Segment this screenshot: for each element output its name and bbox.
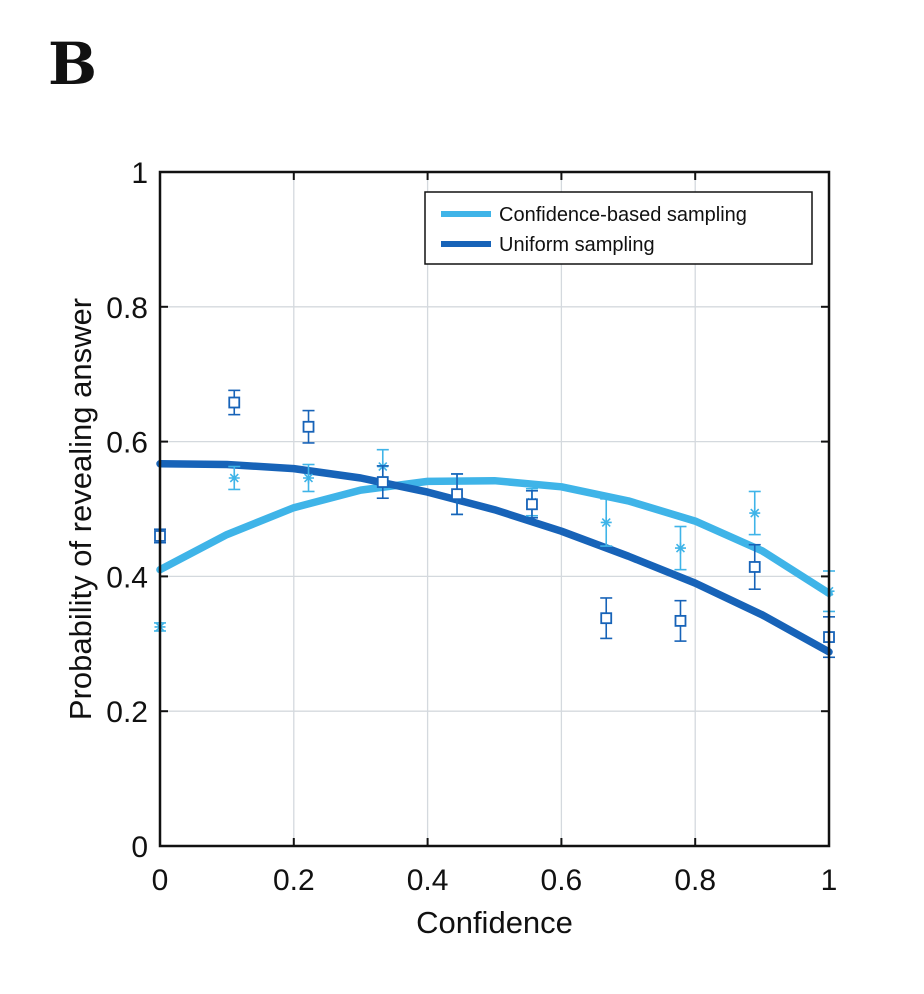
x-tick-label: 0 — [152, 864, 169, 897]
data-point — [302, 409, 315, 444]
square-marker — [376, 476, 389, 488]
square-marker — [451, 488, 463, 501]
x-tick-label: 0.4 — [407, 864, 449, 897]
data-point — [674, 525, 687, 571]
data-point — [228, 465, 241, 491]
y-tick-label: 0.6 — [106, 427, 148, 460]
fit-curve-0 — [156, 476, 833, 598]
fit-curve-1 — [156, 460, 833, 656]
data-point — [600, 498, 613, 547]
axis-ticks: 0 0.2 0.4 0.6 0.8 1 0 0.2 0.4 0.6 0.8 1 — [106, 157, 837, 897]
square-marker — [674, 614, 687, 627]
x-axis-label: Confidence — [416, 905, 573, 940]
y-tick-label: 0.2 — [106, 696, 148, 729]
data-point — [674, 599, 687, 642]
square-marker — [748, 561, 761, 573]
x-tick-label: 0.6 — [541, 864, 583, 897]
legend-box — [424, 191, 813, 265]
y-tick-label: 1 — [131, 157, 148, 190]
grid — [160, 172, 829, 846]
legend-label-confidence-based: Confidence-based sampling — [499, 204, 747, 226]
x-tick-label: 0.2 — [273, 864, 315, 897]
fit-curves — [156, 460, 833, 656]
square-marker — [302, 420, 315, 433]
square-marker — [526, 498, 538, 511]
data-point — [451, 473, 464, 516]
x-tick-label: 0.8 — [674, 864, 716, 897]
data-point — [600, 597, 613, 640]
square-marker — [600, 612, 613, 625]
data-point — [525, 490, 538, 519]
data-point — [376, 465, 389, 500]
asterisk-marker — [749, 507, 761, 519]
y-tick-label: 0.8 — [106, 292, 148, 325]
y-tick-label: 0.4 — [106, 561, 148, 594]
plot-frame — [158, 170, 831, 848]
y-axis-label: Probability of revealing answer — [63, 298, 98, 720]
legend-label-uniform: Uniform sampling — [499, 234, 655, 256]
asterisk-marker — [228, 472, 240, 484]
panel-label: B — [48, 30, 98, 98]
legend: Confidence-based sampling Uniform sampli… — [424, 191, 813, 265]
data-point — [228, 389, 241, 416]
y-tick-label: 0 — [131, 831, 148, 864]
data-point — [748, 490, 761, 536]
square-marker — [228, 396, 241, 409]
x-tick-label: 1 — [821, 864, 838, 897]
asterisk-marker — [600, 516, 612, 528]
asterisk-marker — [674, 542, 686, 554]
data-point — [302, 463, 315, 493]
data-point — [748, 543, 761, 591]
asterisk-marker — [303, 472, 315, 484]
